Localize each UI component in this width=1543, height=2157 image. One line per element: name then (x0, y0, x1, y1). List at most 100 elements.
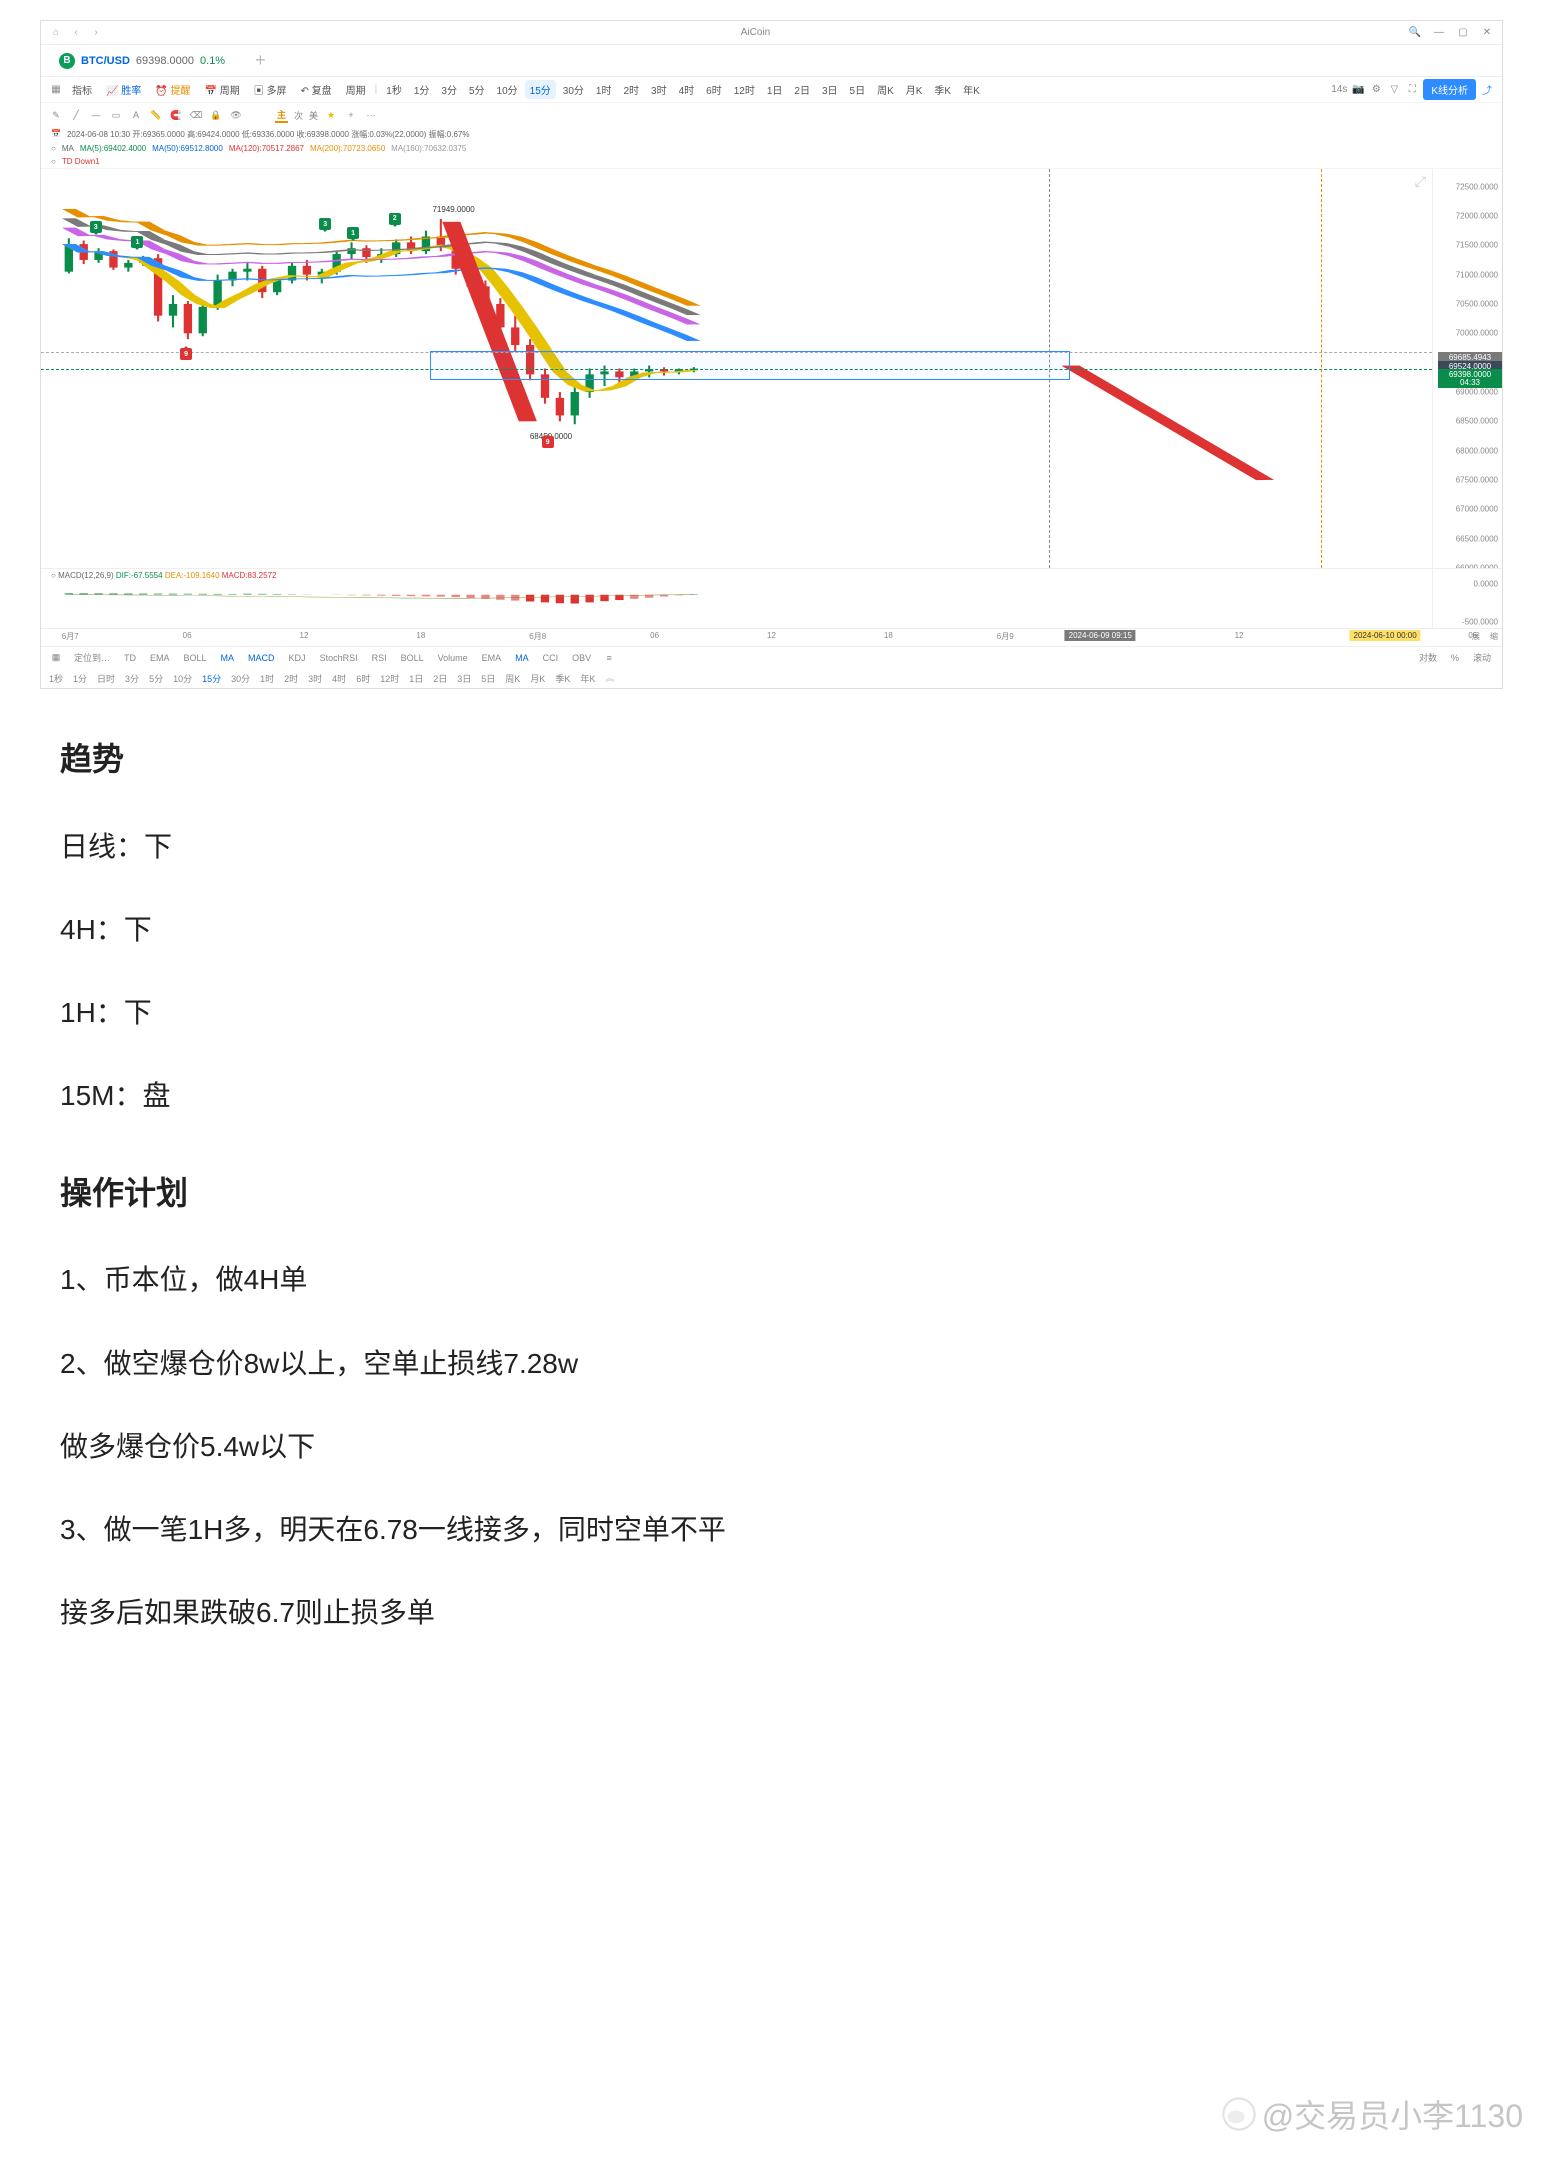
tool-indicator[interactable]: 指标 (67, 80, 97, 99)
price-chart[interactable]: 71949.000068450.00003193129 72500.000072… (41, 168, 1502, 568)
share-icon[interactable]: ⤴ (1480, 83, 1494, 97)
timeframe-周K[interactable]: 周K (872, 80, 899, 99)
expand-icon[interactable]: ⤢ (1415, 173, 1426, 190)
indicator-TD[interactable]: TD (121, 653, 139, 663)
star-icon[interactable]: ★ (324, 108, 338, 122)
timeframe-bottom-4时[interactable]: 4时 (332, 672, 346, 685)
pencil-icon[interactable]: ✎ (49, 108, 63, 122)
lock-icon[interactable]: 🔒 (209, 108, 223, 122)
timeframe-bottom-日时[interactable]: 日时 (97, 672, 115, 685)
timeframe-bottom-10分[interactable]: 10分 (173, 672, 192, 685)
timeframe-2时[interactable]: 2时 (618, 80, 644, 99)
grid-icon[interactable]: ▦ (49, 83, 63, 97)
plus-icon[interactable]: + (344, 108, 358, 122)
timeframe-bottom-3日[interactable]: 3日 (457, 672, 471, 685)
timeframe-2日[interactable]: 2日 (789, 80, 815, 99)
timeframe-bottom-周K[interactable]: 周K (505, 672, 520, 685)
home-icon[interactable]: ⌂ (49, 26, 63, 40)
timeframe-bottom-15分[interactable]: 15分 (202, 672, 221, 685)
timeframe-1时[interactable]: 1时 (591, 80, 617, 99)
timeframe-6时[interactable]: 6时 (701, 80, 727, 99)
timeframe-bottom-2日[interactable]: 2日 (433, 672, 447, 685)
more-indicators-icon[interactable]: ≡ (602, 651, 616, 665)
nav-back-icon[interactable]: ‹ (69, 26, 83, 40)
indicator-RSI[interactable]: RSI (369, 653, 390, 663)
hline-tool-icon[interactable]: — (89, 108, 103, 122)
indicator-BOLL[interactable]: BOLL (181, 653, 210, 663)
indicator-BOLL[interactable]: BOLL (398, 653, 427, 663)
panel-tab-beauty[interactable]: 美 (309, 109, 318, 122)
timeframe-1秒[interactable]: 1秒 (381, 80, 407, 99)
log-scale[interactable]: 对数 (1416, 651, 1440, 664)
timeframe-bottom-5日[interactable]: 5日 (481, 672, 495, 685)
search-icon[interactable]: 🔍 (1408, 26, 1422, 40)
indicator-MA[interactable]: MA (512, 653, 532, 663)
tool-replay[interactable]: ↶ 复盘 (295, 80, 336, 99)
timeframe-bottom-12时[interactable]: 12时 (380, 672, 399, 685)
eraser-icon[interactable]: ⌫ (189, 108, 203, 122)
timeframe-bottom-1分[interactable]: 1分 (73, 672, 87, 685)
indicator-EMA[interactable]: EMA (147, 653, 173, 663)
filter-icon[interactable]: ▽ (1387, 83, 1401, 97)
tool-cycle[interactable]: 📅 周期 (199, 80, 244, 99)
indicator-EMA[interactable]: EMA (479, 653, 505, 663)
indicator-StochRSI[interactable]: StochRSI (317, 653, 361, 663)
timeframe-bottom-1秒[interactable]: 1秒 (49, 672, 63, 685)
timeframe-4时[interactable]: 4时 (674, 80, 700, 99)
timeframe-月K[interactable]: 月K (901, 80, 928, 99)
timeframe-bottom-2时[interactable]: 2时 (284, 672, 298, 685)
settings-icon[interactable]: ⚙ (1369, 83, 1383, 97)
nav-fwd-icon[interactable]: › (89, 26, 103, 40)
timeframe-bottom-季K[interactable]: 季K (555, 672, 570, 685)
timeframe-季K[interactable]: 季K (929, 80, 956, 99)
collapse-icon[interactable]: ︽ (605, 671, 619, 685)
x-shrink[interactable]: 缩 (1490, 631, 1498, 642)
timeframe-3时[interactable]: 3时 (646, 80, 672, 99)
line-tool-icon[interactable]: ╱ (69, 108, 83, 122)
indicator-CCI[interactable]: CCI (540, 653, 562, 663)
kline-analysis-button[interactable]: K线分析 (1423, 79, 1476, 100)
scroll-mode[interactable]: 滚动 (1470, 651, 1494, 664)
symbol-tab[interactable]: B BTC/USD 69398.0000 0.1% (49, 51, 235, 71)
timeframe-bottom-1时[interactable]: 1时 (260, 672, 274, 685)
timeframe-3日[interactable]: 3日 (817, 80, 843, 99)
indicator-OBV[interactable]: OBV (569, 653, 594, 663)
indicator-MACD[interactable]: MACD (245, 653, 278, 663)
timeframe-3分[interactable]: 3分 (436, 80, 462, 99)
more-icon[interactable]: ⋯ (364, 108, 378, 122)
magnet-icon[interactable]: 🧲 (169, 108, 183, 122)
timeframe-bottom-5分[interactable]: 5分 (149, 672, 163, 685)
locate-button[interactable]: 定位到… (71, 651, 113, 664)
grid-icon[interactable]: ▦ (49, 651, 63, 665)
eye-icon[interactable]: 👁 (229, 108, 243, 122)
timeframe-bottom-3时[interactable]: 3时 (308, 672, 322, 685)
macd-panel[interactable]: ○ MACD(12,26,9) DIF:-67.5554 DEA:-109.16… (41, 568, 1502, 628)
timeframe-bottom-30分[interactable]: 30分 (231, 672, 250, 685)
camera-icon[interactable]: 📷 (1351, 83, 1365, 97)
rect-tool-icon[interactable]: ▭ (109, 108, 123, 122)
timeframe-30分[interactable]: 30分 (558, 80, 589, 99)
timeframe-bottom-月K[interactable]: 月K (530, 672, 545, 685)
timeframe-15分[interactable]: 15分 (525, 80, 556, 99)
maximize-icon[interactable]: ▢ (1456, 26, 1470, 40)
panel-tab-sub[interactable]: 次 (294, 109, 303, 122)
panel-tab-main[interactable]: 主 (275, 108, 288, 123)
timeframe-5分[interactable]: 5分 (464, 80, 490, 99)
timeframe-bottom-3分[interactable]: 3分 (125, 672, 139, 685)
minimize-icon[interactable]: — (1432, 26, 1446, 40)
tool-alert[interactable]: ⏰ 提醒 (150, 80, 195, 99)
indicator-MA[interactable]: MA (218, 653, 238, 663)
timeframe-10分[interactable]: 10分 (492, 80, 523, 99)
close-icon[interactable]: ✕ (1480, 26, 1494, 40)
timeframe-bottom-1日[interactable]: 1日 (409, 672, 423, 685)
tool-period[interactable]: 周期 (341, 80, 371, 99)
indicator-Volume[interactable]: Volume (435, 653, 471, 663)
ruler-icon[interactable]: 📏 (149, 108, 163, 122)
timeframe-年K[interactable]: 年K (958, 80, 985, 99)
tool-multiscreen[interactable]: ▣ 多屏 (249, 80, 292, 99)
timeframe-1分[interactable]: 1分 (409, 80, 435, 99)
timeframe-5日[interactable]: 5日 (845, 80, 871, 99)
pct-scale[interactable]: % (1448, 653, 1462, 663)
tool-winrate[interactable]: 📈 胜率 (101, 80, 146, 99)
fullscreen-icon[interactable]: ⛶ (1405, 83, 1419, 97)
